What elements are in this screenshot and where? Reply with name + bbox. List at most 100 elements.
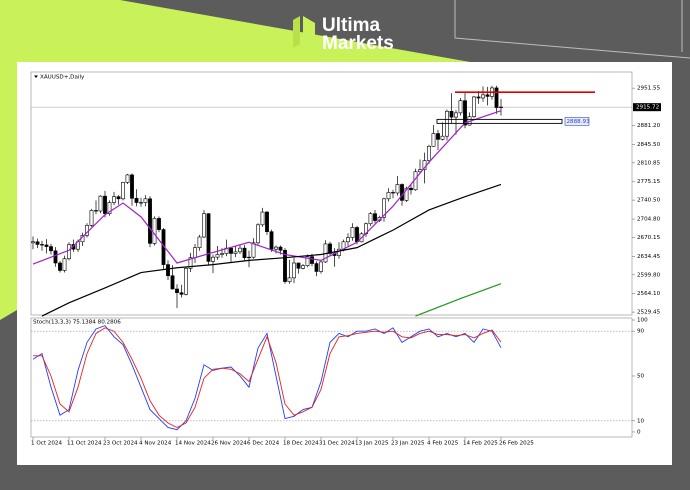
candle-body (355, 227, 359, 243)
candle-body (400, 184, 404, 201)
candle-body (314, 263, 319, 272)
candle-body (328, 243, 332, 254)
candle-body (265, 211, 269, 233)
candle-body (499, 106, 503, 108)
y-tick-label: 90 (637, 329, 645, 335)
stoch-frame (30, 317, 633, 438)
candle-body (485, 94, 490, 97)
candle-body (166, 264, 170, 277)
y-tick-label: 2670.15 (637, 235, 661, 241)
candle-body (49, 246, 53, 252)
candle-body (35, 241, 40, 245)
y-tick-label: 0 (637, 429, 641, 435)
y-tick-label: 2951.55 (637, 86, 661, 92)
moving-average (41, 183, 502, 317)
x-tick-label: 14 Feb 2025 (463, 441, 498, 447)
candle-body (310, 256, 314, 264)
price-frame (30, 71, 633, 316)
candle-body (305, 256, 310, 266)
candle-body (292, 262, 296, 279)
level-label: 2888.93 (567, 119, 591, 125)
candle-body (346, 237, 350, 243)
candle-body (94, 210, 98, 212)
level-box (436, 118, 563, 124)
menu-arrow (34, 75, 38, 78)
candle-body (440, 135, 445, 140)
y-tick-label: 50 (637, 373, 645, 379)
x-tick-label: 4 Nov 2024 (139, 441, 172, 447)
candle-body (179, 292, 184, 295)
candle-body (40, 244, 44, 246)
candle-body (98, 195, 103, 212)
y-tick-label: 2529.45 (637, 310, 661, 316)
candle-body (67, 244, 71, 260)
candle-body (283, 249, 287, 282)
candle-body (139, 202, 143, 204)
candle-body (449, 110, 454, 118)
candle-body (148, 198, 152, 244)
candle-body (247, 256, 251, 259)
candle-body (229, 247, 233, 254)
candle-body (188, 257, 193, 269)
candle-body (350, 227, 355, 238)
candle-body (251, 242, 256, 258)
candle-body (121, 182, 125, 200)
x-tick-label: 26 Feb 2025 (499, 441, 534, 447)
x-tick-label: 14 Nov 2024 (175, 441, 211, 447)
candle-body (296, 262, 301, 269)
candle-body (53, 250, 58, 264)
x-tick-label: 26 Nov 2024 (211, 441, 247, 447)
accent-band (0, 0, 470, 320)
candle-body (206, 213, 211, 262)
candle-body (242, 247, 247, 258)
candle-body (454, 112, 458, 118)
candle-body (427, 145, 431, 161)
x-tick-label: 31 Dec 2024 (319, 441, 355, 447)
candle-body (278, 246, 283, 251)
candle-body (436, 133, 440, 140)
logo-icon (303, 16, 315, 48)
x-tick-label: 4 Feb 2025 (427, 441, 459, 447)
logo-text: Ultima (322, 15, 381, 36)
stoch-line (33, 327, 502, 428)
candle-body (256, 224, 260, 244)
logo-icon (293, 16, 300, 48)
x-tick-label: 23 Oct 2024 (103, 441, 138, 447)
candle-body (301, 265, 305, 269)
y-tick-label: 2564.10 (637, 291, 661, 297)
moving-average (415, 283, 502, 317)
candle-body (476, 96, 481, 99)
x-tick-label: 23 Jan 2025 (391, 441, 425, 447)
y-tick-label: 2881.20 (637, 123, 661, 129)
candle-body (220, 253, 224, 255)
candle-body (193, 247, 197, 258)
chart-title: XAUUSD+,Daily (40, 75, 85, 81)
candle-body (409, 187, 413, 191)
candle-body (373, 213, 377, 221)
moving-average (32, 110, 502, 265)
candle-body (481, 94, 485, 99)
candle-body (215, 254, 220, 258)
y-tick-label: 2599.80 (637, 272, 661, 278)
decor-line (454, 0, 690, 59)
candle-body (319, 261, 323, 272)
y-tick-label: 2810.85 (637, 160, 661, 166)
candle-body (134, 197, 139, 203)
candle-body (202, 213, 206, 238)
candle-body (431, 133, 436, 147)
candle-body (238, 247, 242, 253)
candle-body (269, 231, 274, 250)
level-label-box (564, 117, 590, 126)
plot: 2951.55 2881.20 2845.50 2810.85 2775.15 2740.… (31, 86, 661, 447)
candle-body (368, 213, 373, 225)
candle-body (391, 192, 395, 194)
candle-body (175, 288, 179, 294)
candle-body (170, 275, 175, 290)
y-tick-label: 100 (637, 318, 648, 324)
logo: Ultima Markets (293, 15, 394, 54)
stoch-title: Stoch(13,3,3) 75.1384 80.2806 (33, 320, 121, 326)
candle-body (494, 87, 499, 108)
candle-body (143, 198, 148, 203)
x-tick-label: 13 Jan 2025 (355, 441, 389, 447)
